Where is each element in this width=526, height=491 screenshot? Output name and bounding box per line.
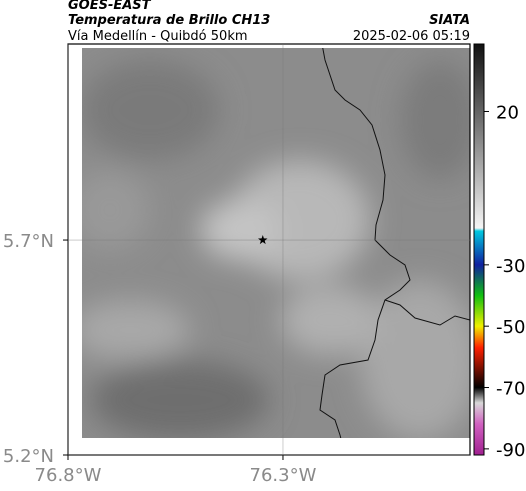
- colorbar-tick-label: -30: [496, 256, 525, 277]
- colorbar-tick-label: 20: [496, 102, 519, 123]
- location-marker: [258, 235, 268, 245]
- colorbar-tick-label: -50: [496, 317, 525, 338]
- credit: SIATA: [429, 13, 470, 28]
- title: Temperatura de Brillo CH13: [68, 13, 270, 28]
- y-tick-label: 5.7°N: [3, 231, 54, 252]
- y-tick-label: 5.2°N: [3, 446, 54, 467]
- x-tick-label: 76.3°W: [250, 465, 317, 486]
- colorbar-tick-label: -70: [496, 379, 525, 400]
- source: GOES-EAST: [68, 0, 152, 13]
- timestamp: 2025-02-06 05:19: [353, 29, 470, 44]
- satellite-image: [82, 48, 470, 438]
- colorbar: [473, 43, 485, 456]
- x-tick-label: 76.8°W: [35, 465, 102, 486]
- colorbar-tick-label: -90: [496, 440, 525, 461]
- subtitle: Vía Medellín - Quibdó 50km: [68, 29, 248, 44]
